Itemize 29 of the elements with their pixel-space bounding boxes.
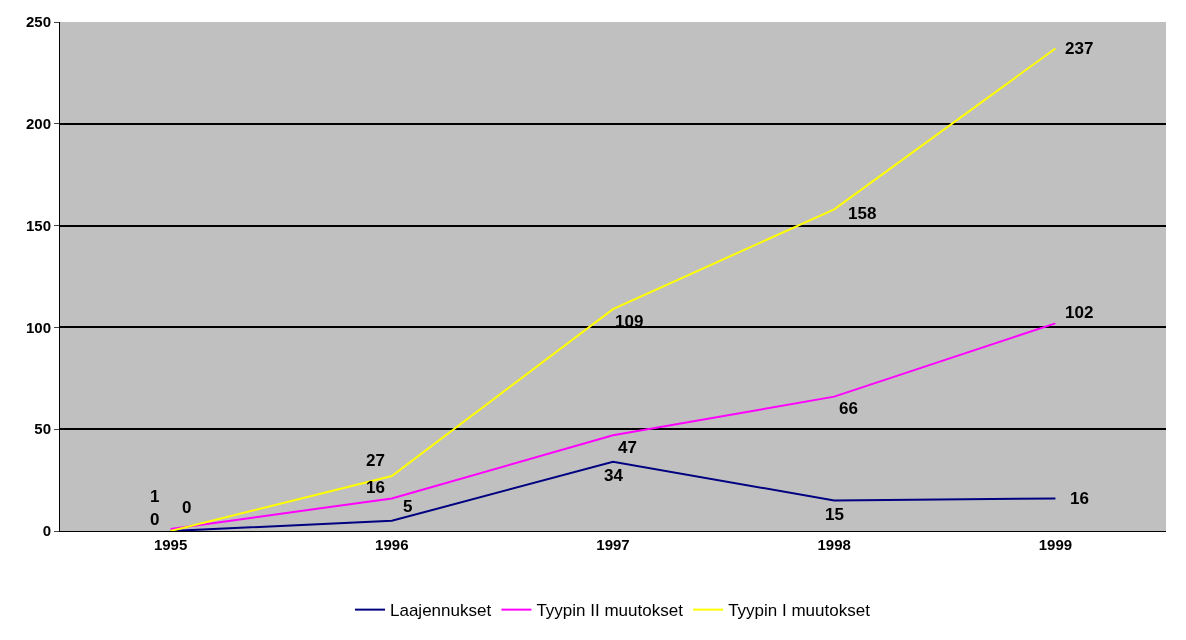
legend-label: Laajennukset (390, 601, 492, 621)
y-tick-label: 250 (25, 13, 51, 31)
x-tick-label: 1999 (1038, 536, 1073, 553)
legend-label: Tyypin II muutokset (536, 601, 684, 621)
y-tick-label: 100 (25, 318, 51, 336)
data-label: 5 (403, 497, 413, 516)
data-label: 47 (618, 438, 637, 457)
data-label: 15 (825, 505, 844, 524)
x-tick-label: 1996 (375, 536, 409, 553)
data-label: 66 (839, 399, 858, 418)
y-tick-label: 50 (34, 420, 51, 438)
data-label: 0 (150, 510, 160, 529)
data-label: 34 (604, 466, 624, 485)
data-label: 16 (366, 478, 385, 497)
data-label: 27 (366, 451, 385, 470)
data-label: 1 (150, 487, 160, 506)
x-tick-label: 1995 (153, 536, 188, 553)
y-tick-label: 150 (25, 216, 51, 234)
data-label: 237 (1065, 39, 1094, 58)
y-tick-label: 200 (25, 115, 51, 133)
x-tick-label: 1998 (817, 536, 851, 553)
line-series (169, 47, 1057, 531)
y-tick-label: 0 (42, 522, 51, 540)
data-label: 0 (182, 498, 192, 517)
data-label: 102 (1065, 303, 1094, 322)
legend-label: Tyypin I muutokset (728, 601, 871, 621)
data-label: 16 (1070, 489, 1089, 508)
data-label: 158 (848, 204, 877, 223)
x-tick-label: 1997 (596, 536, 630, 553)
